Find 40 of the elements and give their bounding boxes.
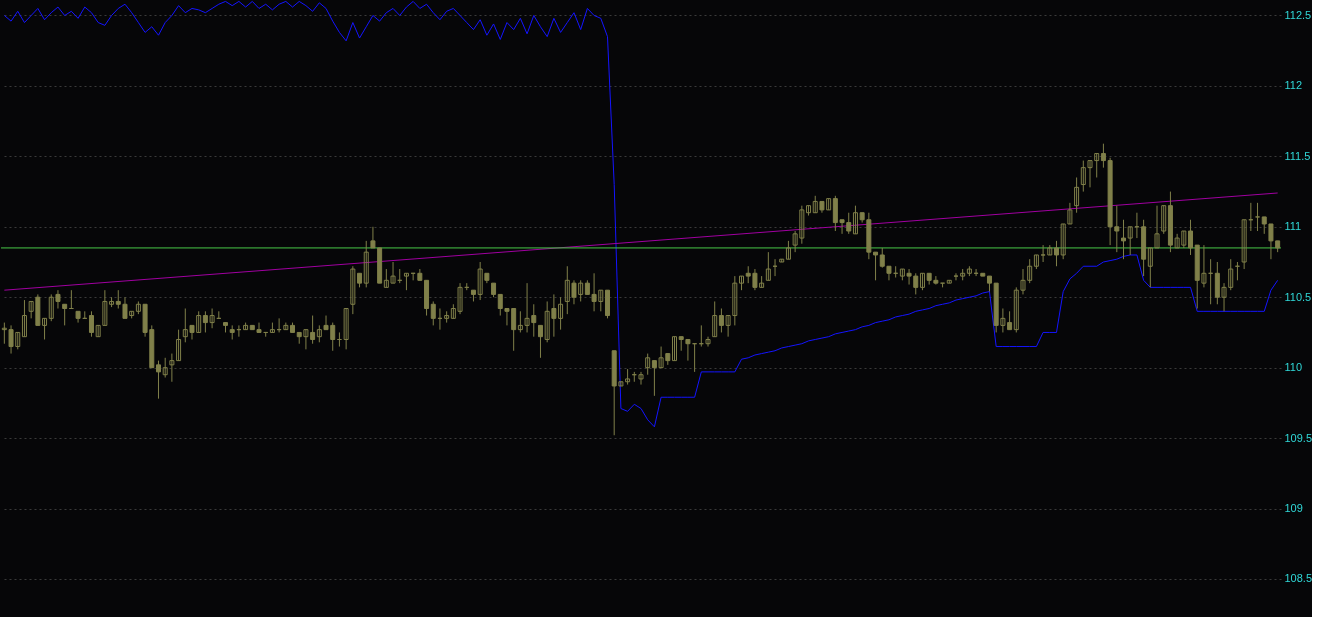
y-tick-label: 111.5 xyxy=(1284,149,1311,162)
candlestick xyxy=(21,299,27,338)
y-tick-label: 108.5 xyxy=(1284,572,1313,585)
candlestick xyxy=(343,308,349,350)
candlestick xyxy=(1255,202,1261,232)
y-tick-label: 111 xyxy=(1284,220,1302,233)
candlestick xyxy=(852,205,858,235)
candlestick xyxy=(1161,205,1167,235)
candlestick xyxy=(1127,226,1133,256)
candlestick xyxy=(638,371,644,386)
candlestick xyxy=(155,360,161,400)
y-tick-label: 110 xyxy=(1284,361,1303,374)
candlestick xyxy=(1074,176,1080,214)
candlestick xyxy=(1040,244,1046,263)
candlestick xyxy=(444,310,450,324)
candlestick xyxy=(1121,219,1127,260)
y-tick-label: 112 xyxy=(1284,79,1303,92)
candlestick xyxy=(537,324,543,359)
candlestick xyxy=(705,336,711,348)
y-tick-label: 109 xyxy=(1284,502,1303,515)
y-tick-label: 112.5 xyxy=(1284,9,1312,21)
candlestick xyxy=(430,300,436,326)
line-series xyxy=(3,0,1279,428)
candlestick xyxy=(712,300,718,338)
candlestick xyxy=(1188,219,1194,256)
candlestick xyxy=(672,336,678,362)
candlestick xyxy=(785,240,791,260)
candlestick xyxy=(953,272,959,281)
candlestick xyxy=(350,265,356,315)
candlestick xyxy=(363,240,369,288)
candlestick xyxy=(1241,219,1247,270)
candlestick xyxy=(162,357,168,379)
candlestick xyxy=(1054,240,1059,267)
candlestick xyxy=(645,353,651,376)
y-tick-label: 109.5 xyxy=(1284,431,1313,444)
candlestick xyxy=(806,205,812,217)
y-tick-label: 110.5 xyxy=(1284,290,1312,303)
candlestick xyxy=(88,310,94,338)
candlestick xyxy=(765,251,771,281)
candlestick xyxy=(62,303,68,326)
